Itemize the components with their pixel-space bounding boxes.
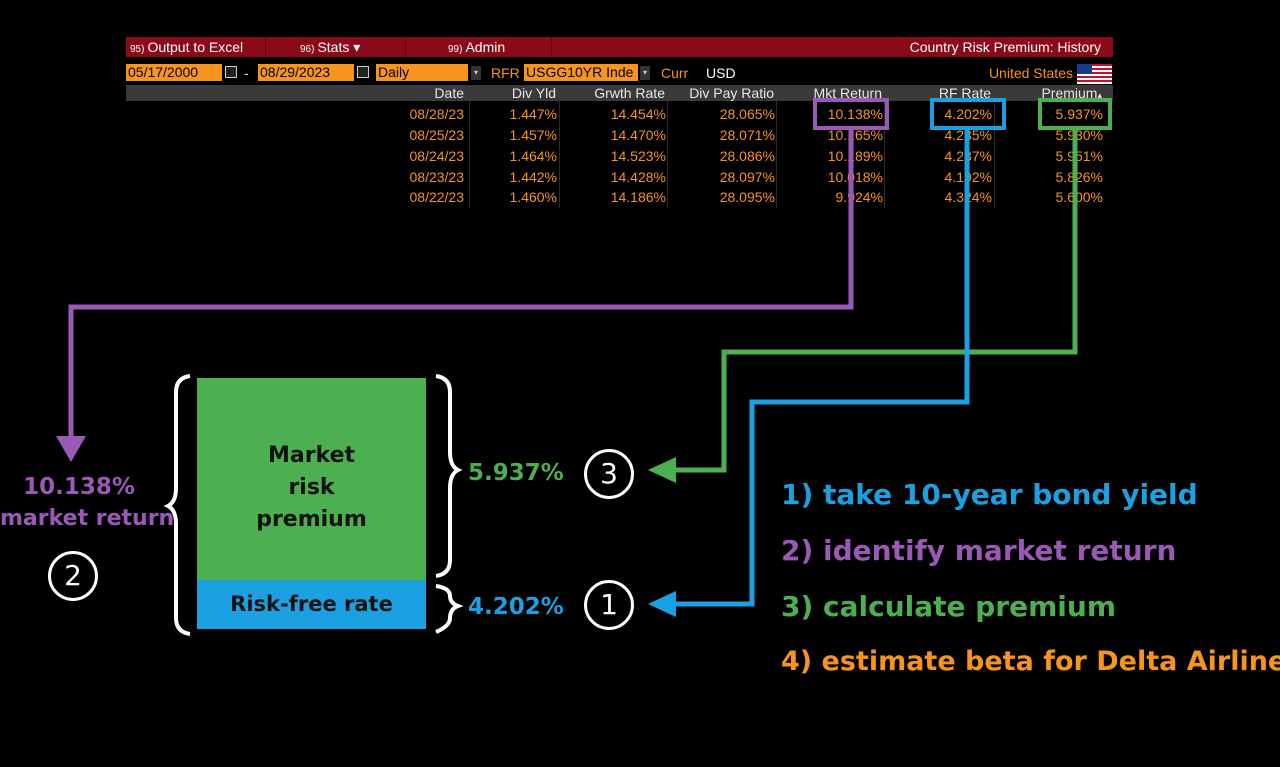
sort-indicator-icon: ▴ — [1097, 90, 1102, 100]
market-return-label: market return — [0, 506, 175, 531]
parameter-row: 05/17/2000 - 08/29/2023 Daily ▾ RFR USGG… — [126, 63, 1113, 83]
left-brace — [163, 374, 191, 636]
cell-mkt-return: 10.165% — [827, 127, 883, 143]
column-header-mkt-return[interactable]: Mkt Return — [813, 85, 882, 101]
market-risk-premium-label: Market risk premium — [256, 443, 367, 532]
cell-premium: 5.930% — [1055, 127, 1103, 143]
terminal-window: 95) Output to Excel 96) Stats ▾ 99) Admin C… — [126, 37, 1113, 208]
cell-div-pay-ratio: 28.097% — [719, 169, 775, 185]
premium-brace — [435, 374, 463, 578]
currency-label: Curr — [661, 65, 689, 81]
column-header-growth-rate[interactable]: Grwth Rate — [594, 85, 665, 101]
table-row[interactable]: 08/23/23 1.442% 14.428% 28.097% 10.018% … — [126, 167, 1113, 187]
arrow-left-icon — [648, 591, 676, 617]
column-header-rf-rate[interactable]: RF Rate — [938, 85, 991, 101]
admin-menu-button[interactable]: 99) Admin — [406, 37, 552, 57]
rf-brace — [435, 584, 464, 634]
step-2-circle: 2 — [48, 551, 98, 601]
table-row[interactable]: 08/28/23 1.447% 14.454% 28.065% 10.138% … — [126, 104, 1113, 124]
rfr-field[interactable]: USGG10YR Inde — [524, 64, 638, 81]
us-flag-icon — [1077, 64, 1112, 84]
cell-premium: 5.826% — [1055, 169, 1103, 185]
currency-value[interactable]: USD — [706, 65, 736, 81]
column-header-div-yld[interactable]: Div Yld — [511, 85, 556, 101]
frequency-select[interactable]: Daily — [376, 64, 468, 81]
cell-div-pay-ratio: 28.086% — [719, 148, 775, 164]
cell-date: 08/24/23 — [409, 148, 465, 164]
column-header-date[interactable]: Date — [434, 85, 464, 101]
cell-mkt-return: 10.189% — [827, 148, 883, 164]
cell-div-pay-ratio: 28.065% — [719, 106, 775, 122]
cell-div-yld: 1.442% — [509, 169, 557, 185]
cell-rf-rate: 4.192% — [944, 169, 992, 185]
cell-growth-rate: 14.523% — [610, 148, 666, 164]
cell-premium: 5.951% — [1055, 148, 1103, 164]
cell-div-yld: 1.464% — [509, 148, 557, 164]
step-3-text: 3) calculate premium — [781, 590, 1116, 623]
cell-growth-rate: 14.454% — [610, 106, 666, 122]
cell-premium: 5.600% — [1055, 189, 1103, 205]
country-label: United States — [988, 65, 1073, 81]
column-header-premium[interactable]: Premium▴ — [1041, 85, 1102, 101]
market-risk-premium-block: Market risk premium — [197, 378, 426, 580]
rfr-label: RFR — [491, 65, 520, 81]
column-header-div-pay-ratio[interactable]: Div Pay Ratio — [689, 85, 774, 101]
cell-mkt-return: 9.924% — [835, 189, 883, 205]
step-2-text: 2) identify market return — [781, 534, 1177, 567]
cell-div-pay-ratio: 28.071% — [719, 127, 775, 143]
cell-mkt-return: 10.018% — [827, 169, 883, 185]
arrow-down-icon — [56, 436, 86, 462]
rf-rate-value: 4.202% — [468, 594, 564, 620]
cell-div-yld: 1.447% — [509, 106, 557, 122]
step-4-text: 4) estimate beta for Delta Airlines — [781, 646, 1280, 677]
step-1-text: 1) take 10-year bond yield — [781, 478, 1198, 511]
risk-free-rate-block: Risk-free rate — [197, 580, 426, 629]
calendar-icon[interactable] — [225, 66, 237, 78]
cell-rf-rate: 4.235% — [944, 127, 992, 143]
step-1-circle: 1 — [584, 580, 634, 630]
chevron-down-icon[interactable]: ▾ — [640, 66, 650, 80]
cell-div-yld: 1.457% — [509, 127, 557, 143]
end-date-field[interactable]: 08/29/2023 — [258, 64, 354, 81]
step-3-circle: 3 — [584, 449, 634, 499]
table-row[interactable]: 08/25/23 1.457% 14.470% 28.071% 10.165% … — [126, 125, 1113, 145]
calendar-icon[interactable] — [357, 66, 369, 78]
premium-value: 5.937% — [468, 460, 564, 486]
cell-div-pay-ratio: 28.095% — [719, 189, 775, 205]
cell-mkt-return: 10.138% — [827, 106, 883, 122]
stats-menu-button[interactable]: 96) Stats ▾ — [266, 37, 406, 57]
cell-rf-rate: 4.237% — [944, 148, 992, 164]
cell-growth-rate: 14.470% — [610, 127, 666, 143]
table-header: Date Div Yld Grwth Rate Div Pay Ratio Mk… — [126, 85, 1113, 101]
cell-date: 08/22/23 — [409, 189, 465, 205]
output-to-excel-button[interactable]: 95) Output to Excel — [126, 37, 266, 57]
chevron-down-icon[interactable]: ▾ — [471, 66, 481, 80]
cell-premium: 5.937% — [1055, 106, 1103, 122]
start-date-field[interactable]: 05/17/2000 — [126, 64, 222, 81]
date-separator: - — [244, 65, 249, 81]
cell-rf-rate: 4.202% — [944, 106, 992, 122]
cell-date: 08/28/23 — [409, 106, 465, 122]
cell-date: 08/23/23 — [409, 169, 465, 185]
cell-growth-rate: 14.186% — [610, 189, 666, 205]
arrow-left-icon — [648, 457, 676, 483]
cell-date: 08/25/23 — [409, 127, 465, 143]
menu-bar: 95) Output to Excel 96) Stats ▾ 99) Admin C… — [126, 37, 1113, 57]
market-return-value: 10.138% — [23, 474, 135, 500]
screen-title: Country Risk Premium: History — [909, 39, 1101, 55]
table-row[interactable]: 08/24/23 1.464% 14.523% 28.086% 10.189% … — [126, 146, 1113, 166]
cell-rf-rate: 4.324% — [944, 189, 992, 205]
cell-growth-rate: 14.428% — [610, 169, 666, 185]
table-row[interactable]: 08/22/23 1.460% 14.186% 28.095% 9.924% 4… — [126, 187, 1113, 207]
cell-div-yld: 1.460% — [509, 189, 557, 205]
risk-free-rate-label: Risk-free rate — [230, 592, 393, 616]
